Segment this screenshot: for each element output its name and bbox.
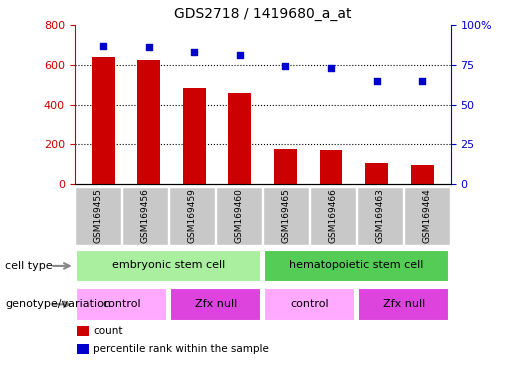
Text: Zfx null: Zfx null [383, 299, 425, 309]
Point [281, 63, 289, 70]
Text: GSM169460: GSM169460 [235, 189, 244, 243]
Text: count: count [94, 326, 123, 336]
Text: genotype/variation: genotype/variation [5, 299, 111, 310]
Point [418, 78, 426, 84]
Bar [357, 187, 403, 245]
Bar [411, 165, 434, 184]
Bar [264, 288, 355, 321]
Bar [358, 288, 449, 321]
Bar [264, 250, 449, 282]
Point [99, 43, 107, 49]
Bar [216, 187, 262, 245]
Bar [320, 150, 342, 184]
Bar [365, 164, 388, 184]
Point [236, 52, 244, 58]
Text: hematopoietic stem cell: hematopoietic stem cell [289, 260, 424, 270]
Text: percentile rank within the sample: percentile rank within the sample [94, 344, 269, 354]
Text: control: control [102, 299, 141, 309]
Bar [76, 250, 261, 282]
Bar [75, 187, 121, 245]
Bar [404, 187, 450, 245]
Bar [183, 88, 205, 184]
Bar [122, 187, 168, 245]
Point [190, 49, 198, 55]
Bar [169, 187, 215, 245]
Text: GSM169459: GSM169459 [187, 189, 197, 243]
Text: Zfx null: Zfx null [195, 299, 237, 309]
Bar [77, 326, 89, 336]
Bar [229, 93, 251, 184]
Bar [76, 288, 167, 321]
Text: GSM169465: GSM169465 [282, 189, 290, 243]
Text: GSM169464: GSM169464 [423, 189, 432, 243]
Bar [77, 344, 89, 354]
Bar [274, 149, 297, 184]
Bar [92, 57, 114, 184]
Point [372, 78, 381, 84]
Point [145, 44, 153, 50]
Text: cell type: cell type [5, 261, 53, 271]
Bar [138, 60, 160, 184]
Text: GSM169463: GSM169463 [375, 189, 385, 243]
Bar [170, 288, 261, 321]
Text: control: control [290, 299, 329, 309]
Text: GSM169455: GSM169455 [94, 189, 102, 243]
Text: GSM169456: GSM169456 [141, 189, 150, 243]
Text: embryonic stem cell: embryonic stem cell [112, 260, 225, 270]
Point [327, 65, 335, 71]
Text: GSM169466: GSM169466 [329, 189, 338, 243]
Bar [263, 187, 309, 245]
Title: GDS2718 / 1419680_a_at: GDS2718 / 1419680_a_at [174, 7, 351, 21]
Bar [310, 187, 356, 245]
